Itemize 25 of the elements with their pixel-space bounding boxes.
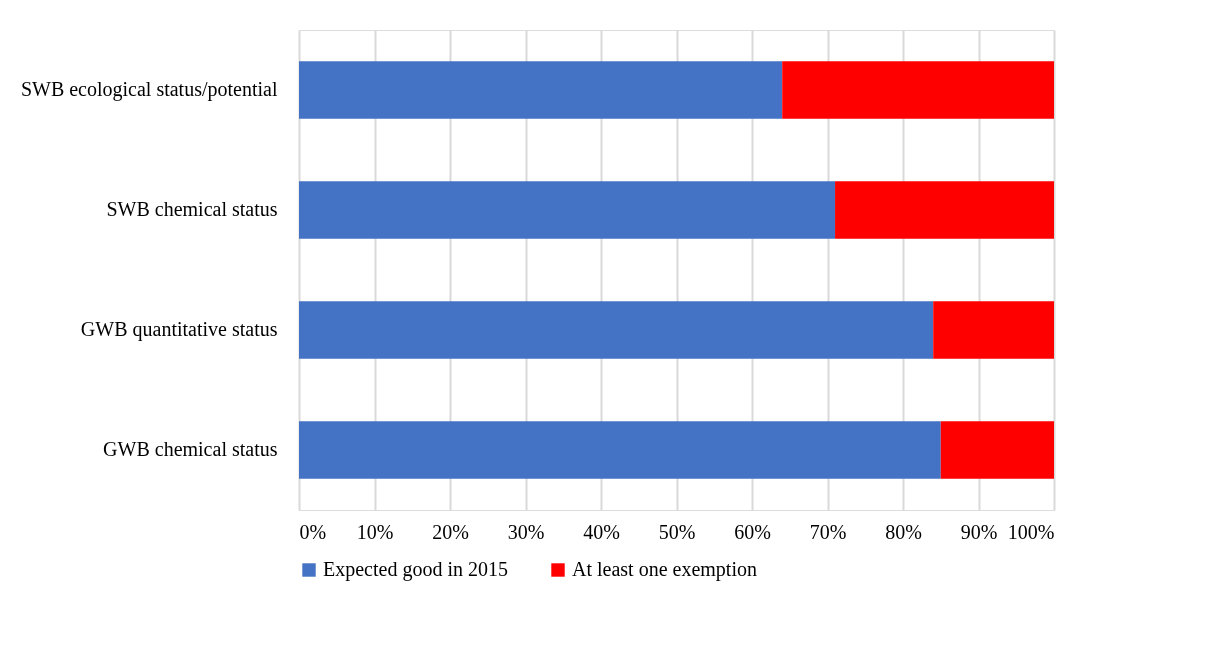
bar (782, 61, 1054, 119)
x-tick-label: 0% (299, 520, 327, 543)
x-tick-label: 90% (960, 520, 998, 543)
legend-label: Expected good in 2015 (323, 558, 508, 581)
x-tick-label: 40% (583, 520, 620, 543)
y-tick-label: GWB quantitative status (80, 318, 278, 341)
bar (299, 301, 934, 359)
y-tick-label: SWB chemical status (106, 198, 278, 220)
x-tick-label: 10% (356, 520, 394, 543)
x-tick-label: 60% (734, 520, 771, 543)
x-tick-label: 50% (658, 520, 696, 543)
bar (299, 61, 783, 119)
bar (940, 421, 1054, 479)
y-tick-label: SWB ecological status/potential (20, 78, 278, 101)
bar (299, 181, 836, 239)
x-tick-label: 30% (507, 520, 545, 543)
legend-label: At least one exemption (572, 558, 757, 581)
bar (933, 301, 1054, 359)
bar (299, 421, 941, 479)
bar (835, 181, 1054, 239)
x-tick-label: 20% (432, 520, 469, 543)
x-tick-label: 70% (809, 520, 847, 543)
x-tick-label: 100% (1007, 520, 1055, 543)
y-tick-label: GWB chemical status (103, 438, 278, 460)
x-tick-label: 80% (885, 520, 922, 543)
